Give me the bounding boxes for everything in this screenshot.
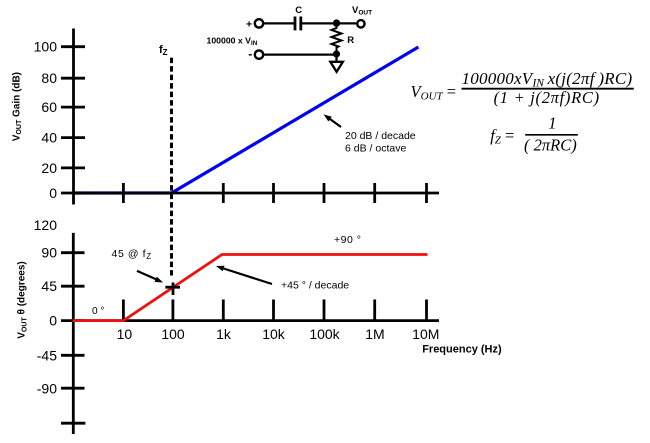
- svg-text:1M: 1M: [365, 326, 384, 342]
- svg-text:VOUT Gain (dB): VOUT Gain (dB): [11, 72, 23, 141]
- svg-text:20 dB / decade: 20 dB / decade: [345, 130, 416, 142]
- svg-text:40: 40: [41, 130, 57, 146]
- svg-text:10: 10: [117, 326, 133, 342]
- svg-text:120: 120: [34, 217, 58, 233]
- svg-text:VOUT θ (degrees): VOUT θ (degrees): [17, 261, 29, 338]
- svg-text:fZ: fZ: [159, 44, 168, 57]
- svg-text:100000 x VIN: 100000 x VIN: [207, 36, 258, 48]
- svg-text:90: 90: [41, 245, 57, 261]
- svg-text:-45: -45: [37, 347, 57, 363]
- svg-text:(1 + j(2πf)RC): (1 + j(2πf)RC): [494, 88, 600, 107]
- svg-text:VOUT: VOUT: [352, 5, 372, 16]
- svg-text:60: 60: [41, 99, 57, 115]
- svg-text:0: 0: [49, 313, 57, 329]
- svg-text:100000xVIN x(j(2πf )RC): 100000xVIN x(j(2πf )RC): [462, 69, 633, 90]
- svg-text:100k: 100k: [309, 326, 340, 342]
- svg-text:-: -: [248, 47, 252, 61]
- svg-text:R: R: [347, 35, 354, 46]
- svg-text:10k: 10k: [262, 326, 286, 342]
- svg-text:1: 1: [548, 114, 556, 133]
- svg-text:10M: 10M: [412, 326, 439, 342]
- svg-text:+45 ° / decade: +45 ° / decade: [281, 280, 349, 292]
- svg-text:+90 °: +90 °: [334, 234, 361, 246]
- svg-text:( 2πRC): ( 2πRC): [524, 136, 577, 155]
- svg-text:20: 20: [41, 160, 57, 176]
- svg-text:100: 100: [161, 326, 185, 342]
- svg-text:0 °: 0 °: [92, 306, 104, 317]
- svg-text:6 dB / octave: 6 dB / octave: [345, 143, 406, 155]
- svg-text:45: 45: [41, 278, 57, 294]
- svg-text:100: 100: [34, 39, 58, 55]
- svg-text:45 @ fZ: 45 @ fZ: [112, 248, 152, 261]
- svg-text:0: 0: [49, 185, 57, 201]
- svg-text:80: 80: [41, 70, 57, 86]
- svg-text:1k: 1k: [216, 326, 232, 342]
- svg-text:C: C: [295, 5, 302, 16]
- svg-text:fZ =: fZ =: [490, 126, 514, 147]
- svg-text:-90: -90: [37, 381, 57, 397]
- svg-text:Frequency (Hz): Frequency (Hz): [422, 344, 502, 356]
- svg-text:+: +: [246, 18, 252, 30]
